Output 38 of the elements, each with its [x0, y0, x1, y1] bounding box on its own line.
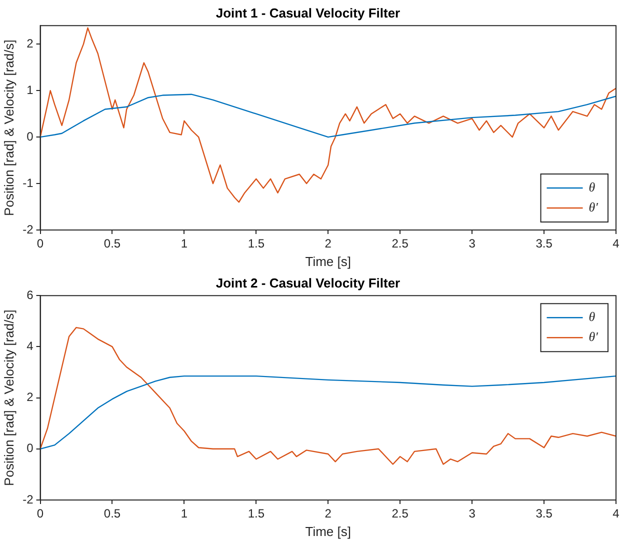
x-tick-label: 2.5 [392, 236, 409, 251]
y-axis-title: Position [rad] & Velocity [rad/s] [1, 40, 16, 216]
x-tick-label: 3.5 [536, 236, 553, 251]
x-tick-label: 0.5 [104, 236, 121, 251]
y-tick-label: -1 [22, 176, 34, 190]
x-tick-label: 3 [468, 236, 476, 251]
x-tick-label: 1 [180, 236, 188, 251]
x-tick-label: 3 [468, 506, 476, 521]
x-tick-label: 0.5 [104, 506, 121, 521]
x-tick-label: 4 [612, 506, 620, 521]
y-tick-label: 4 [26, 339, 34, 354]
legend-label: θ′ [588, 199, 598, 214]
x-tick-label: 3.5 [536, 506, 553, 521]
x-tick-label: 1 [180, 506, 188, 521]
y-tick-label: 2 [26, 36, 34, 50]
chart-title: Joint 2 - Casual Velocity Filter [216, 275, 400, 290]
x-tick-label: 1.5 [248, 506, 265, 521]
x-tick-label: 0 [36, 236, 44, 251]
x-axis-title: Time [s] [305, 524, 352, 539]
x-tick-label: 4 [612, 236, 620, 251]
y-tick-label: 0 [26, 129, 34, 144]
y-tick-label: 0 [26, 441, 34, 456]
x-tick-label: 2.5 [392, 506, 409, 521]
legend-label: θ [588, 179, 596, 194]
y-tick-label: 1 [26, 82, 34, 97]
x-tick-label: 2 [324, 236, 332, 251]
y-axis-title: Position [rad] & Velocity [rad/s] [1, 310, 16, 486]
legend-label: θ′ [588, 329, 598, 344]
y-tick-label: 2 [26, 390, 34, 404]
y-tick-label: 6 [26, 288, 34, 302]
x-tick-label: 1.5 [248, 236, 265, 251]
y-tick-label: -2 [22, 492, 34, 506]
x-axis-title: Time [s] [305, 254, 352, 269]
x-tick-label: 0 [36, 506, 44, 521]
chart-title: Joint 1 - Casual Velocity Filter [216, 5, 400, 20]
x-tick-label: 2 [324, 506, 332, 521]
legend-label: θ [588, 309, 596, 324]
y-tick-label: -2 [22, 222, 34, 236]
